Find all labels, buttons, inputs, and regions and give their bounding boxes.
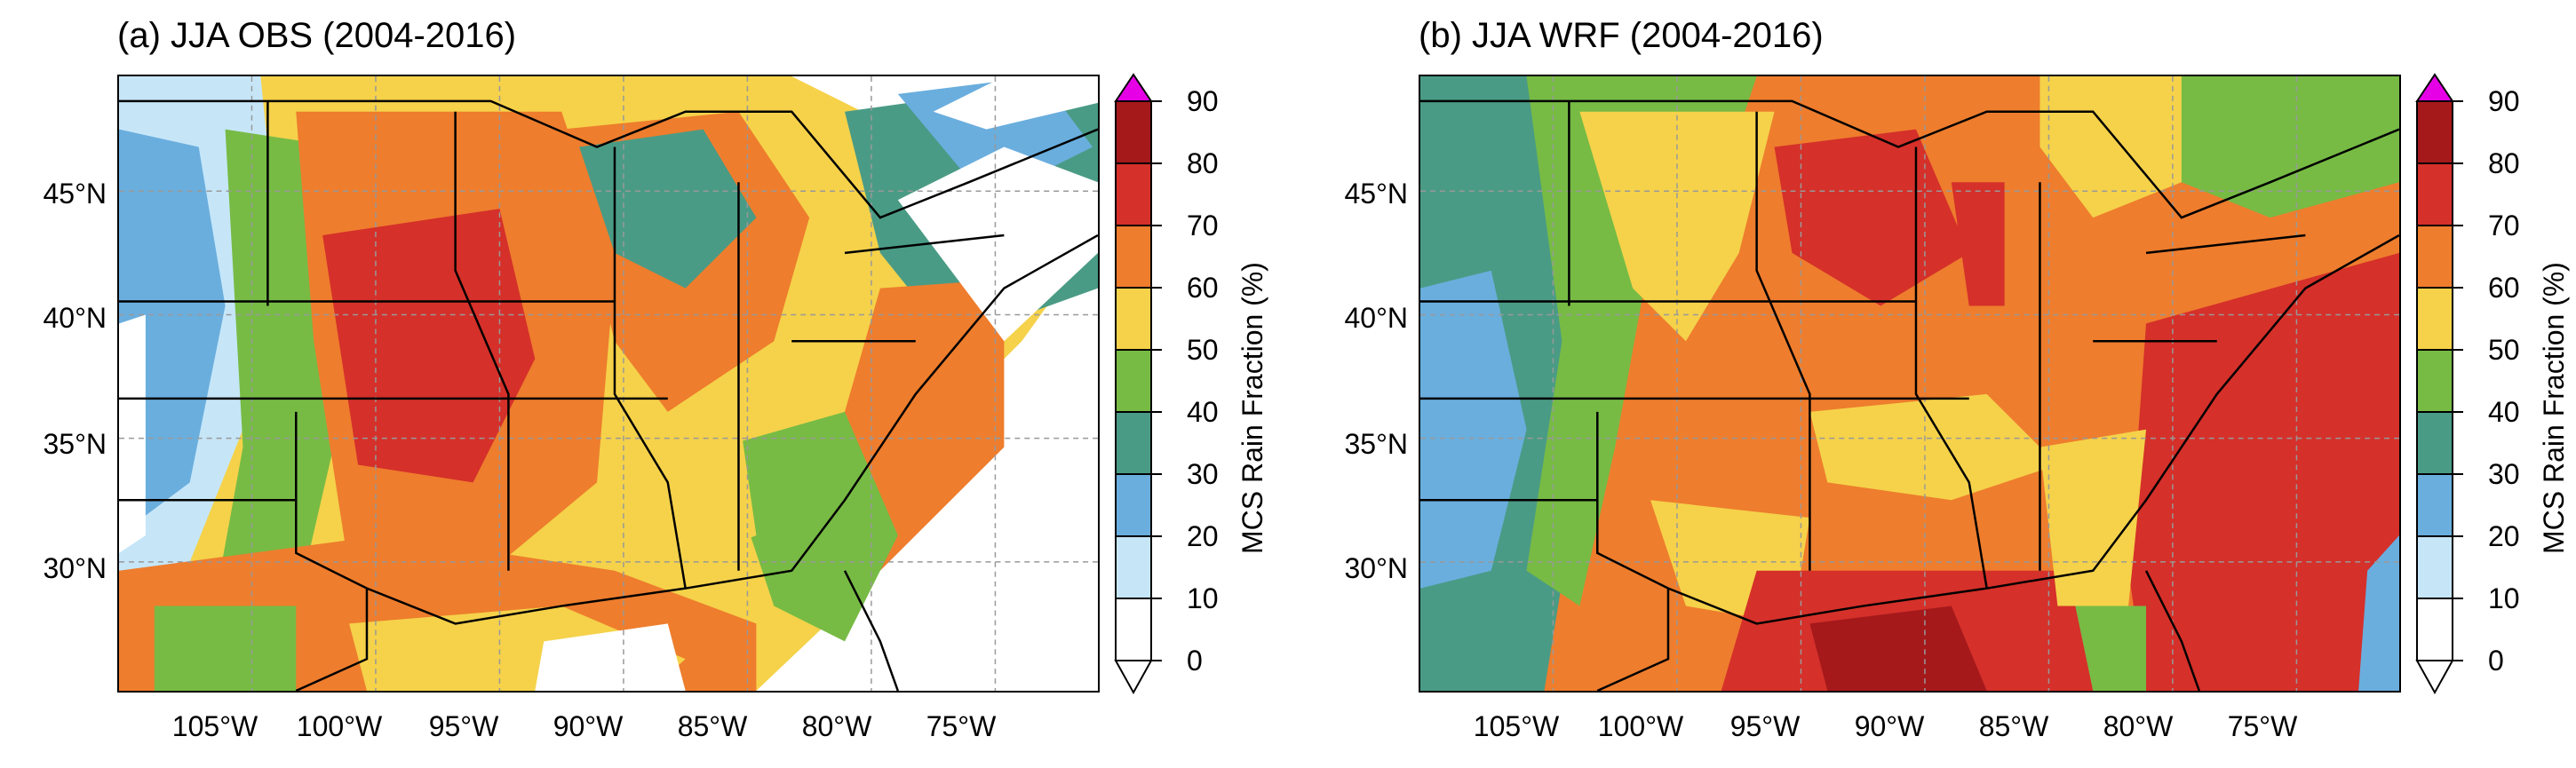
colorbar-swatch-80-90 [2416, 100, 2453, 164]
colorbar-tick-10: 10 [2488, 582, 2520, 614]
colorbar-tick-70: 70 [1187, 210, 1219, 241]
lon-label-85w: 85°W [1978, 710, 2049, 742]
map-wrf-canvas [1420, 76, 2399, 691]
colorbar-tick-0: 0 [1187, 645, 1203, 677]
map-obs-canvas [119, 76, 1098, 691]
colorbar-label: MCS Rain Fraction (%) [1236, 262, 1268, 554]
colorbar-tick-50: 50 [2488, 334, 2520, 366]
colorbar: 0 10 20 30 40 50 60 70 80 90 MCS Rain Fr… [2415, 73, 2570, 695]
colorbar-swatches [1114, 73, 1162, 695]
colorbar-label: MCS Rain Fraction (%) [2538, 262, 2570, 554]
colorbar-swatches [2415, 73, 2463, 695]
colorbar: 0 10 20 30 40 50 60 70 80 90 MCS Rain Fr… [1114, 73, 1268, 695]
colorbar-tick-20: 20 [1187, 520, 1219, 552]
colorbar-tick-90: 90 [1187, 85, 1219, 117]
lon-label-105w: 105°W [1473, 710, 1560, 742]
lon-label-80w: 80°W [2103, 710, 2174, 742]
colorbar-swatch-70-80 [1115, 162, 1152, 226]
colorbar-tick-30: 30 [2488, 458, 2520, 490]
panel-obs: (a) JJA OBS (2004-2016) 45°N 40°N 35°N 3… [43, 16, 1269, 742]
colorbar-tick-60: 60 [1187, 272, 1219, 304]
lat-label-40n: 40°N [43, 302, 107, 334]
lon-label-85w: 85°W [677, 710, 748, 742]
colorbar-swatch-10-20 [2416, 535, 2453, 599]
lon-label-95w: 95°W [428, 710, 499, 742]
lon-label-100w: 100°W [1597, 710, 1684, 742]
colorbar-swatch-80-90 [1115, 100, 1152, 164]
colorbar-under-triangle [2415, 660, 2454, 695]
lon-label-90w: 90°W [1854, 710, 1925, 742]
panel-title: (a) JJA OBS (2004-2016) [117, 16, 517, 55]
lon-label-100w: 100°W [296, 710, 383, 742]
lon-label-105w: 105°W [171, 710, 258, 742]
colorbar-over-triangle [2415, 73, 2454, 102]
colorbar-under-triangle [1114, 660, 1153, 695]
colorbar-tick-40: 40 [2488, 396, 2520, 428]
colorbar-tick-40: 40 [1187, 396, 1219, 428]
colorbar-tick-50: 50 [1187, 334, 1219, 366]
map-wrf [1419, 75, 2401, 693]
lon-label-95w: 95°W [1729, 710, 1801, 742]
colorbar-tick-30: 30 [1187, 458, 1219, 490]
colorbar-swatch-10-20 [1115, 535, 1152, 599]
lat-label-45n: 45°N [43, 178, 107, 210]
lon-label-90w: 90°W [553, 710, 624, 742]
colorbar-swatch-30-40 [1115, 411, 1152, 475]
colorbar-tick-10: 10 [1187, 582, 1219, 614]
colorbar-swatch-60-70 [2416, 225, 2453, 289]
colorbar-swatch-70-80 [2416, 162, 2453, 226]
colorbar-swatch-60-70 [1115, 225, 1152, 289]
lat-label-45n: 45°N [1344, 178, 1409, 210]
colorbar-tick-70: 70 [2488, 210, 2520, 241]
colorbar-over-triangle [1114, 73, 1153, 102]
colorbar-swatch-50-60 [1115, 287, 1152, 351]
panel-wrf: (b) JJA WRF (2004-2016) 45°N 40°N 35°N 3… [1301, 0, 2576, 768]
lat-label-30n: 30°N [43, 552, 107, 584]
colorbar-swatch-40-50 [1115, 349, 1152, 413]
map-obs [117, 75, 1100, 693]
colorbar-tick-20: 20 [2488, 520, 2520, 552]
colorbar-swatch-50-60 [2416, 287, 2453, 351]
panel-title: (b) JJA WRF (2004-2016) [1419, 16, 1824, 55]
colorbar-tick-80: 80 [2488, 147, 2520, 179]
colorbar-tick-80: 80 [1187, 147, 1219, 179]
colorbar-swatch-20-30 [2416, 473, 2453, 537]
lat-label-40n: 40°N [1344, 302, 1409, 334]
colorbar-tick-90: 90 [2488, 85, 2520, 117]
colorbar-tick-0: 0 [2488, 645, 2504, 677]
colorbar-swatch-40-50 [2416, 349, 2453, 413]
lat-label-35n: 35°N [1344, 428, 1409, 460]
lon-label-80w: 80°W [801, 710, 872, 742]
lon-label-75w: 75°W [2227, 710, 2298, 742]
colorbar-swatch-0-10 [1115, 598, 1152, 661]
lat-label-35n: 35°N [43, 428, 107, 460]
colorbar-tick-60: 60 [2488, 272, 2520, 304]
colorbar-swatch-30-40 [2416, 411, 2453, 475]
lon-label-75w: 75°W [926, 710, 997, 742]
lat-label-30n: 30°N [1344, 552, 1409, 584]
colorbar-swatch-0-10 [2416, 598, 2453, 661]
colorbar-swatch-20-30 [1115, 473, 1152, 537]
